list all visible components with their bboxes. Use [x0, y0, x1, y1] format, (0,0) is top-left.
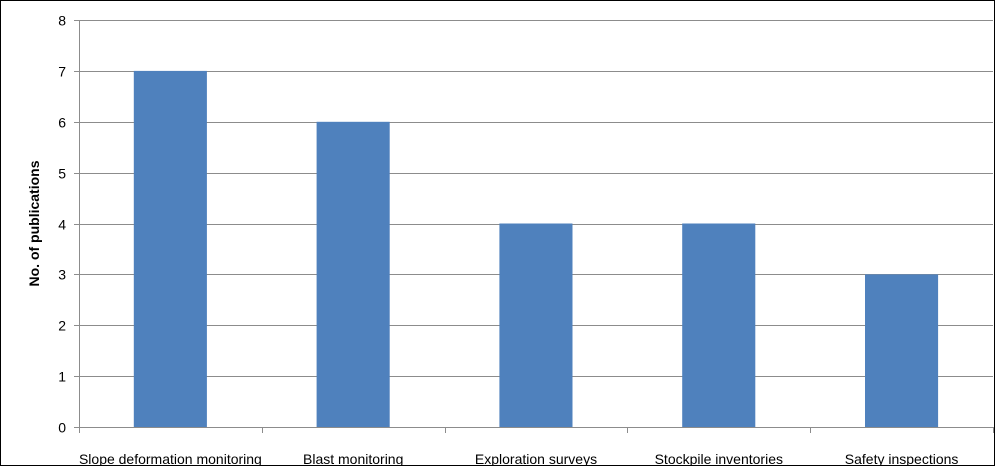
bar-2: [316, 121, 390, 428]
y-axis-title: No. of publications: [26, 160, 42, 286]
y-tick-label: 2: [58, 318, 66, 334]
x-category-label: Exploration surveys: [475, 451, 597, 465]
bar-1: [133, 70, 207, 428]
y-tick-label: 6: [58, 115, 66, 131]
bar-4: [682, 223, 756, 427]
y-tick-label: 1: [58, 369, 66, 385]
y-tick-label: 8: [58, 13, 66, 29]
x-category-label: Blast monitoring: [303, 451, 403, 465]
y-tick-label: 7: [58, 64, 66, 80]
y-tick-label: 3: [58, 267, 66, 283]
y-tick-label: 0: [58, 420, 66, 436]
y-tick-label: 4: [58, 217, 66, 233]
axis-labels: 0 1 2 3 4 5 6 7 8 Slope deformation monitoring Bla…: [58, 13, 958, 466]
x-category-label: Slope deformation monitoring: [79, 451, 262, 465]
x-category-label: Safety inspections: [845, 451, 959, 465]
x-category-label: Stockpile inventories: [655, 451, 783, 465]
bar-3: [499, 223, 573, 427]
axes: [74, 20, 994, 433]
y-tick-label: 5: [58, 166, 66, 182]
bars: [133, 70, 939, 428]
bar-5: [865, 274, 939, 427]
